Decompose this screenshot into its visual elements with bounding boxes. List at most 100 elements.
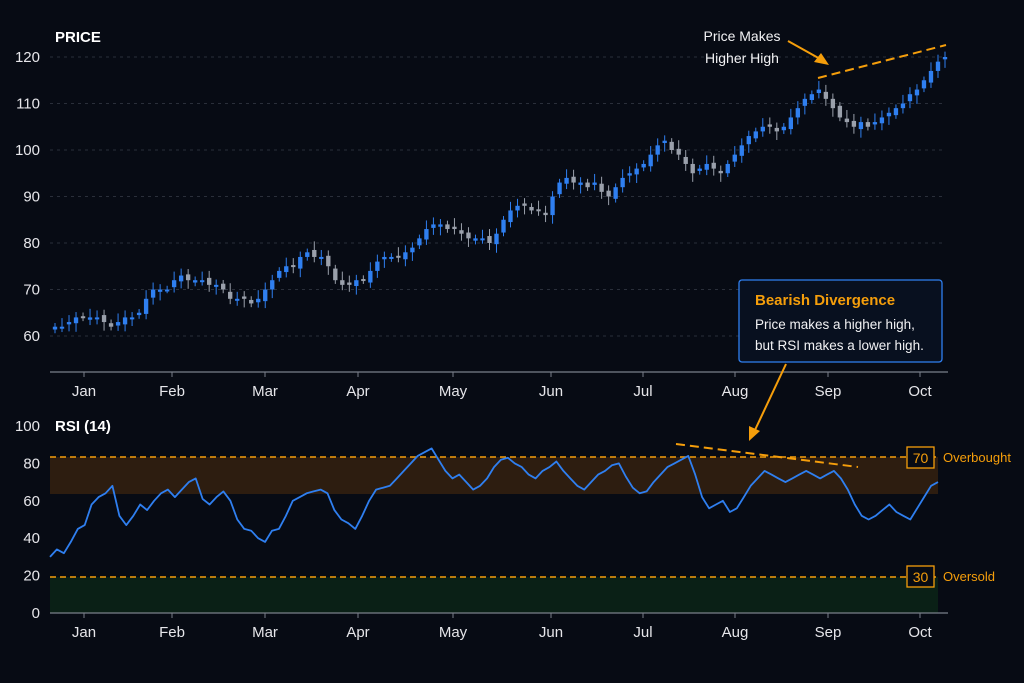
candle-body xyxy=(683,156,688,164)
price-x-tick-label: Jul xyxy=(633,383,652,400)
price-x-tick-label: Jan xyxy=(72,383,96,400)
price-x-axis-ticks: Jan Feb Mar Apr May Jun Jul Aug Sep Oct xyxy=(72,372,932,400)
candle-body xyxy=(515,205,520,211)
candle-body xyxy=(298,256,303,269)
price-x-tick-label: Mar xyxy=(252,383,278,400)
overbought-label: Overbought xyxy=(943,450,1011,465)
candle-body xyxy=(613,187,618,199)
candle-body xyxy=(228,291,233,299)
candle-body xyxy=(143,298,149,314)
candle-body xyxy=(473,238,478,241)
callout-line1: Price makes a higher high, xyxy=(755,317,915,332)
rsi-x-tick-label: Aug xyxy=(722,624,749,641)
candle-body xyxy=(424,229,429,240)
rsi-panel: RSI (14) 0 20 40 60 80 100 Jan Feb Mar Apr May Jun… xyxy=(15,418,1011,641)
callout-title: Bearish Divergence xyxy=(755,292,895,309)
candle-body xyxy=(256,298,261,303)
price-x-tick-label: Apr xyxy=(346,383,369,400)
candle-body xyxy=(192,280,198,283)
candle-body xyxy=(879,117,885,124)
candle-body xyxy=(774,127,779,132)
candle-body xyxy=(697,168,702,171)
candle-body xyxy=(676,148,681,155)
candle-body xyxy=(178,275,184,282)
candle-body xyxy=(207,277,212,285)
candle-body xyxy=(185,274,191,281)
candle-body xyxy=(641,163,646,168)
candle-body xyxy=(900,103,906,109)
callout-line2: but RSI makes a lower high. xyxy=(755,338,924,353)
candle-body xyxy=(501,219,506,233)
candle-body xyxy=(571,176,576,183)
candle-body xyxy=(431,224,436,228)
candle-body xyxy=(80,316,86,319)
candle-body xyxy=(599,183,604,192)
price-y-tick-label: 90 xyxy=(23,189,40,206)
price-annotation-arrowhead xyxy=(814,53,829,65)
price-gridlines xyxy=(50,56,945,337)
rsi-x-tick-label: Mar xyxy=(252,624,278,641)
callout-box xyxy=(738,279,943,363)
candle-body xyxy=(459,230,464,234)
candle-body xyxy=(108,323,114,327)
rsi-x-tick-label: Jun xyxy=(539,624,563,641)
candle-body xyxy=(157,289,163,292)
candle-body xyxy=(753,131,758,139)
candle-body xyxy=(655,145,660,155)
candle-body xyxy=(375,261,380,271)
candle-body xyxy=(578,182,583,185)
candle-body xyxy=(129,317,135,320)
candle-body xyxy=(536,209,541,212)
price-y-tick-label: 70 xyxy=(23,282,40,299)
candle-body xyxy=(746,136,751,145)
candle-body xyxy=(382,256,387,260)
candle-body xyxy=(249,299,254,304)
price-y-tick-label: 110 xyxy=(16,96,40,113)
candle-body xyxy=(669,141,674,150)
candle-body xyxy=(816,89,822,94)
rsi-y-tick-label: 80 xyxy=(23,455,40,472)
candle-body xyxy=(823,91,829,99)
candle-body xyxy=(795,108,801,118)
oversold-value: 30 xyxy=(913,569,929,585)
candle-body xyxy=(101,315,107,323)
candle-body xyxy=(466,232,471,239)
rsi-x-tick-label: May xyxy=(439,624,468,641)
rsi-line xyxy=(49,447,939,558)
overbought-value-box xyxy=(906,446,935,469)
oversold-label: Oversold xyxy=(943,569,995,584)
candle-body xyxy=(648,154,653,167)
candle-body xyxy=(921,80,927,89)
candle-body xyxy=(627,173,632,176)
price-panel-title: PRICE xyxy=(55,29,101,46)
rsi-y-tick-label: 20 xyxy=(23,568,40,585)
price-annotation-arrow xyxy=(787,40,823,61)
candle-body xyxy=(73,317,79,324)
candle-body xyxy=(340,280,345,285)
candle-body xyxy=(487,236,492,243)
rsi-y-tick-label: 100 xyxy=(15,418,40,435)
candle-body xyxy=(326,255,331,267)
candle-body xyxy=(732,154,737,162)
candle-body xyxy=(781,126,786,131)
candle-body xyxy=(87,317,93,320)
candle-body xyxy=(214,284,219,287)
oversold-value-box xyxy=(906,565,935,588)
candle-body xyxy=(263,289,268,302)
candle-body xyxy=(150,289,156,298)
price-x-tick-label: Sep xyxy=(815,383,842,400)
candle-body xyxy=(494,233,499,245)
candle-body xyxy=(242,296,247,299)
candle-body xyxy=(66,322,72,325)
candle-body xyxy=(522,203,527,206)
candle-body xyxy=(557,182,562,195)
candle-body xyxy=(851,120,857,127)
candle-body xyxy=(270,280,275,290)
callout-arrowhead xyxy=(749,426,760,441)
candle-body xyxy=(564,177,569,184)
rsi-lower-high-trendline xyxy=(675,443,859,468)
candle-body xyxy=(620,177,625,188)
candle-body xyxy=(662,140,667,144)
price-x-tick-label: Aug xyxy=(722,383,749,400)
